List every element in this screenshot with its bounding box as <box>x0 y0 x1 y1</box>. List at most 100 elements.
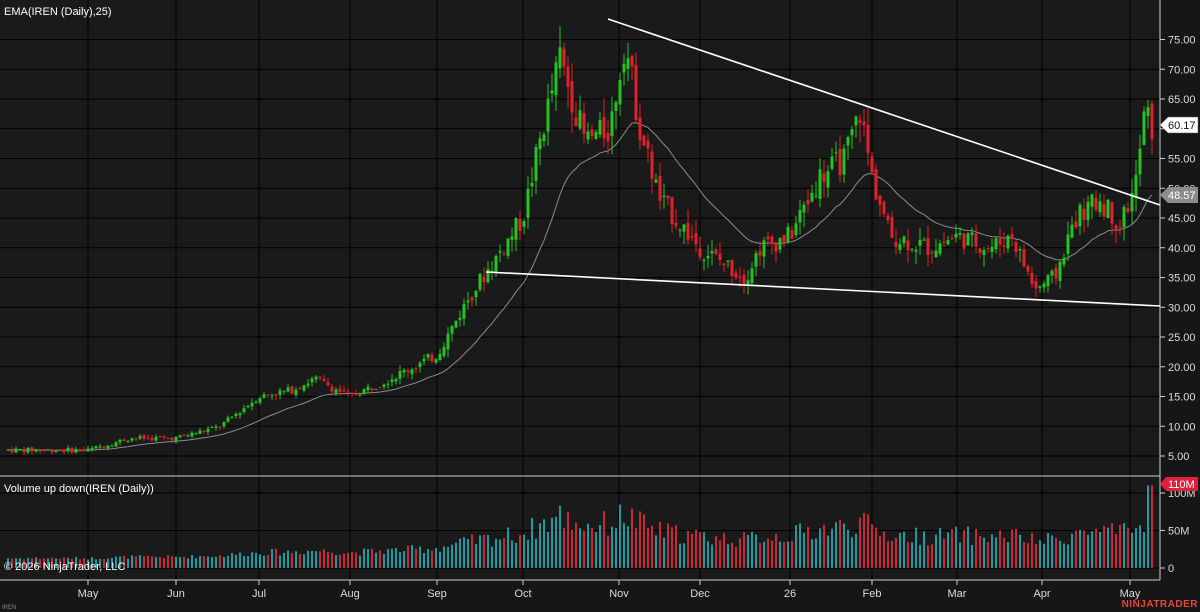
candle-body <box>466 300 470 303</box>
volume-bar <box>115 556 117 568</box>
candle-body <box>802 204 806 213</box>
volume-bar <box>75 556 77 568</box>
volume-bar <box>179 557 181 568</box>
volume-bar <box>1115 533 1117 568</box>
volume-bar <box>907 542 909 568</box>
candle-body <box>822 173 826 182</box>
candle-body <box>218 426 222 428</box>
volume-bar <box>647 527 649 568</box>
last-price-marker: 60.17 <box>1159 116 1199 134</box>
candle-body <box>570 81 574 113</box>
volume-bar <box>767 538 769 568</box>
candle-body <box>1058 261 1062 282</box>
volume-bar <box>739 538 741 568</box>
candle-body <box>842 148 846 175</box>
volume-bar <box>679 543 681 568</box>
volume-bar <box>7 558 9 568</box>
volume-bar <box>551 517 553 568</box>
volume-bar <box>63 557 65 568</box>
candle-body <box>106 445 110 449</box>
candle-body <box>810 192 814 202</box>
volume-bar <box>799 523 801 568</box>
volume-bar <box>51 557 53 568</box>
upper-trendline[interactable] <box>607 18 1161 206</box>
last-price-label: 60.17 <box>1168 120 1196 132</box>
candle-body <box>1118 226 1122 228</box>
candle-body <box>538 138 542 149</box>
candle-body <box>74 449 78 453</box>
candle-body <box>594 131 598 140</box>
candle-body <box>1006 235 1010 249</box>
volume-bar <box>355 552 357 568</box>
volume-bar <box>239 552 241 568</box>
volume-bar <box>1019 534 1021 568</box>
volume-bar <box>555 516 557 568</box>
volume-bar <box>195 558 197 568</box>
candle-body <box>1074 221 1078 228</box>
candle-body <box>882 201 886 214</box>
volume-bar <box>715 536 717 568</box>
volume-bar <box>259 554 261 568</box>
candle-body <box>646 140 650 149</box>
candle-body <box>674 222 678 227</box>
volume-bar <box>295 551 297 568</box>
candle-body <box>542 134 546 142</box>
volume-bar <box>423 552 425 568</box>
candle-body <box>18 449 22 451</box>
candle-body <box>906 240 910 251</box>
volume-bar <box>127 558 129 568</box>
volume-bar <box>875 527 877 568</box>
volume-bar <box>995 537 997 568</box>
volume-bar <box>867 514 869 568</box>
candle-body <box>178 435 182 438</box>
time-tick-label: Dec <box>690 588 710 600</box>
volume-bar <box>43 558 45 568</box>
candle-body <box>1150 103 1154 140</box>
volume-bar <box>159 557 161 568</box>
candle-body <box>62 449 66 452</box>
candle-body <box>70 447 74 453</box>
candle-body <box>1034 281 1038 289</box>
candle-body <box>598 119 602 135</box>
volume-bar <box>1147 485 1149 568</box>
candle-body <box>474 290 478 298</box>
volume-bar <box>911 542 913 568</box>
volume-bar <box>843 523 845 568</box>
volume-bar <box>1123 523 1125 568</box>
candle-body <box>334 389 338 394</box>
candle-body <box>26 447 30 453</box>
volume-bar <box>807 527 809 568</box>
volume-bar <box>967 526 969 568</box>
candle-body <box>526 188 530 218</box>
candle-body <box>486 269 490 283</box>
candle-body <box>734 272 738 278</box>
candle-body <box>38 450 42 452</box>
candle-body <box>530 182 534 187</box>
volume-bar <box>751 531 753 568</box>
candle-body <box>638 117 642 141</box>
volume-bar <box>15 558 17 568</box>
volume-bar <box>695 529 697 568</box>
volume-bar <box>1043 543 1045 568</box>
volume-bar <box>175 556 177 568</box>
volume-bar <box>719 540 721 568</box>
candle-body <box>606 133 610 142</box>
candle-body <box>966 233 970 246</box>
volume-bar <box>235 554 237 568</box>
lower-trendline[interactable] <box>485 271 1161 307</box>
time-tick-label: Jul <box>252 588 266 600</box>
volume-bar <box>903 531 905 568</box>
volume-bar <box>791 540 793 568</box>
time-axis[interactable]: May Jun Jul Aug Sep Oct Nov Dec 26 Feb Mar Apr May <box>78 580 1141 600</box>
candle-body <box>318 376 322 378</box>
volume-bar <box>123 555 125 568</box>
candle-body <box>282 390 286 392</box>
volume-bar <box>111 557 113 568</box>
candle-body <box>962 233 966 249</box>
candle-body <box>1050 270 1054 276</box>
candle-body <box>130 438 134 441</box>
volume-bar <box>463 537 465 568</box>
volume-bar <box>291 552 293 568</box>
